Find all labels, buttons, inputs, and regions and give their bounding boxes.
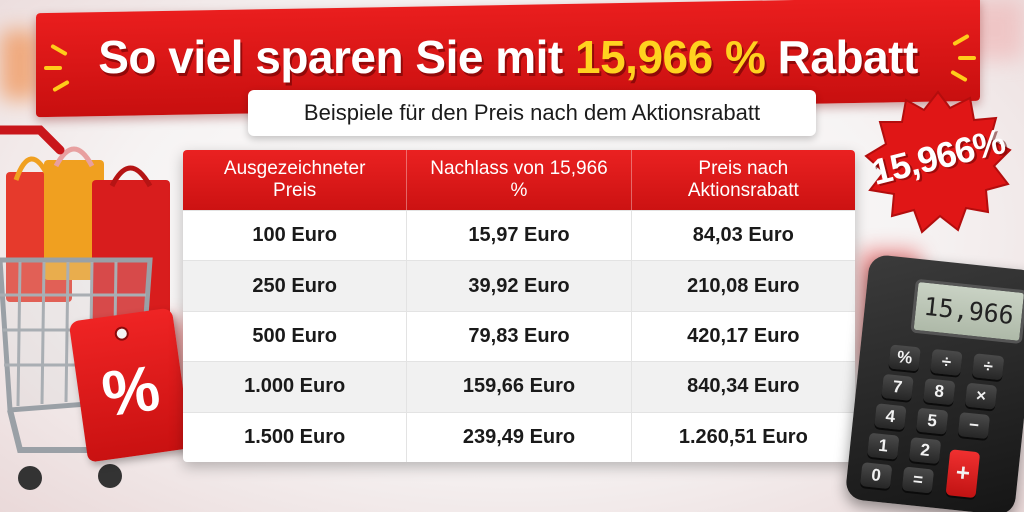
table-cell: 239,49 Euro: [407, 412, 632, 462]
table-cell: 250 Euro: [183, 261, 408, 311]
table-cell: 39,92 Euro: [407, 261, 632, 311]
calculator-icon: 15,966 % ÷ ÷ 7 8 × 4 5 − 1 2 0 = +: [844, 253, 1024, 512]
table-cell: 15,97 Euro: [407, 211, 632, 261]
background-shape: [0, 30, 40, 100]
subtitle: Beispiele für den Preis nach dem Aktions…: [248, 90, 816, 136]
spark-decoration: [44, 66, 62, 70]
header-cell: Ausgezeichneter Preis: [183, 150, 408, 210]
table-cell: 210,08 Euro: [687, 274, 800, 297]
table-cell: 159,66 Euro: [407, 362, 632, 412]
table-row: 1.000 Euro 159,66 Euro 840,34 Euro: [183, 361, 855, 412]
calc-key: %: [888, 344, 921, 372]
table-cell: 79,83 Euro: [407, 311, 632, 362]
table-cell: 420,17 Euro: [687, 324, 800, 347]
calc-key: 2: [908, 437, 942, 465]
discount-badge: 15,966%: [858, 88, 1018, 238]
percent-icon: %: [97, 351, 165, 431]
price-tag: %: [68, 307, 192, 463]
spark-decoration: [958, 56, 976, 60]
table-row: 1.500 Euro 239,49 Euro 1.260,51 Euro: [183, 411, 855, 462]
calc-key: =: [901, 466, 935, 494]
calc-key: 4: [874, 403, 907, 431]
title-highlight: 15,966 %: [575, 31, 766, 83]
table-row: 100 Euro 15,97 Euro 84,03 Euro: [183, 210, 855, 261]
discount-table: Ausgezeichneter Preis Nachlass von 15,96…: [183, 150, 855, 462]
calc-key: 0: [859, 462, 893, 490]
calc-key: −: [957, 412, 991, 440]
calc-key: ÷: [971, 353, 1005, 381]
calc-key: 1: [867, 432, 900, 460]
table-header: Ausgezeichneter Preis Nachlass von 15,96…: [183, 150, 855, 210]
calc-key: 7: [881, 373, 914, 401]
calc-key: ÷: [930, 348, 963, 376]
table-cell: 840,34 Euro: [687, 375, 800, 398]
page-title: So viel sparen Sie mit 15,966 % Rabatt: [98, 31, 918, 83]
table-cell: 84,03 Euro: [692, 224, 794, 247]
calc-key: ×: [964, 382, 998, 410]
starburst-icon: [864, 90, 1012, 234]
table-cell: 1.500 Euro: [183, 412, 408, 462]
table-cell: 1.260,51 Euro: [678, 425, 808, 448]
calculator-display: 15,966: [910, 278, 1024, 345]
header-cell: Nachlass von 15,966 %: [407, 150, 632, 210]
calc-key-plus: +: [945, 449, 981, 499]
table-row: 500 Euro 79,83 Euro 420,17 Euro: [183, 310, 855, 362]
calc-key: 5: [915, 407, 949, 435]
header-cell: Preis nach Aktionsrabatt: [687, 158, 799, 201]
table-cell: 1.000 Euro: [183, 362, 408, 412]
tag-hole: [113, 325, 130, 342]
calc-key: 8: [923, 378, 956, 406]
shopping-cart-icon: %: [0, 110, 200, 512]
table-cell: 100 Euro: [183, 211, 408, 261]
table-body: 100 Euro 15,97 Euro 84,03 Euro 250 Euro …: [183, 210, 855, 462]
table-cell: 500 Euro: [183, 311, 408, 362]
table-row: 250 Euro 39,92 Euro 210,08 Euro: [183, 260, 855, 311]
